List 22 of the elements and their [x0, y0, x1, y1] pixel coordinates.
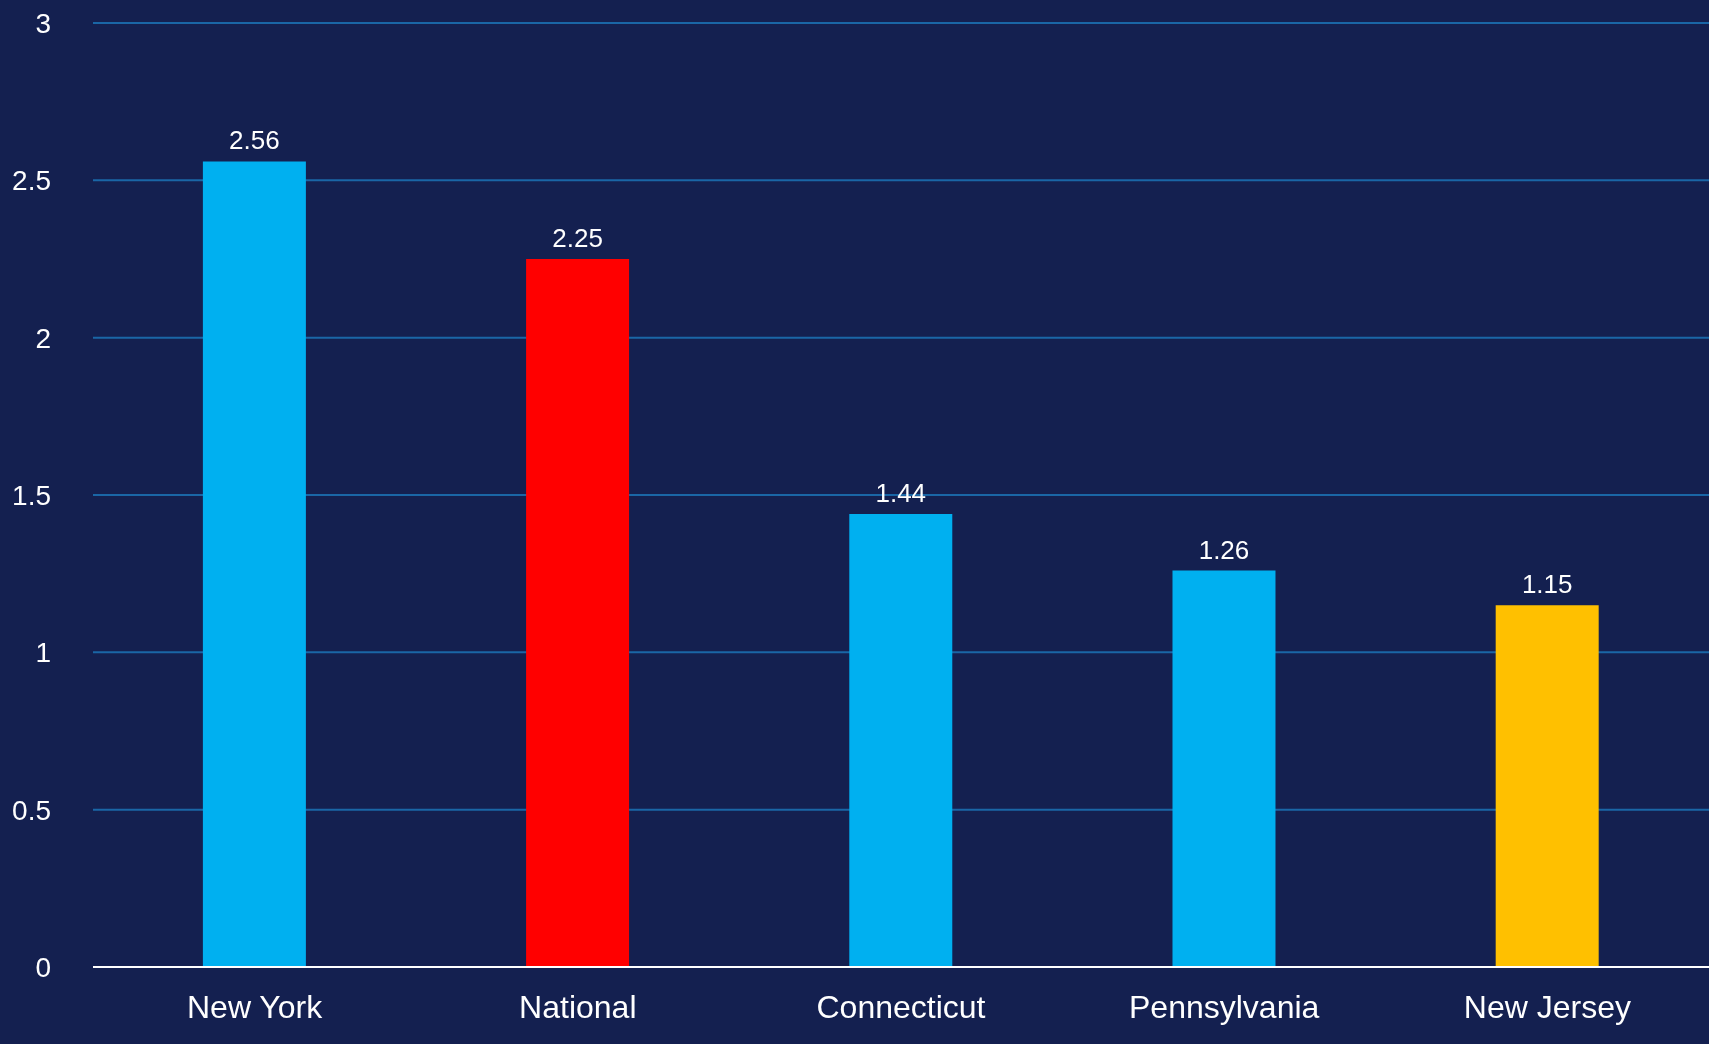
data-label: 1.44: [875, 477, 927, 508]
bar: [1495, 605, 1599, 967]
data-label: 1.15: [1521, 569, 1573, 600]
bar: [1172, 570, 1276, 967]
data-label: 2.25: [552, 223, 603, 253]
data-label: 1.26: [1198, 534, 1250, 565]
y-tick-label: 3: [35, 7, 51, 39]
x-tick-label: National: [519, 988, 637, 1025]
y-tick-label: 2.5: [12, 165, 51, 197]
y-tick-label: 0: [35, 951, 51, 983]
bar: [849, 513, 953, 967]
data-label: 2.56: [229, 125, 280, 156]
y-tick-label: 2: [35, 322, 51, 354]
bar: [202, 161, 306, 967]
y-tick-label: 1.5: [12, 479, 51, 511]
x-tick-label: Pennsylvania: [1129, 988, 1320, 1025]
x-tick-label: Connecticut: [816, 988, 986, 1025]
y-tick-label: 0.5: [12, 794, 51, 826]
bar: [526, 259, 630, 967]
y-tick-label: 1: [35, 637, 51, 669]
x-tick-label: New Jersey: [1463, 988, 1631, 1025]
x-tick-label: New York: [187, 988, 324, 1025]
